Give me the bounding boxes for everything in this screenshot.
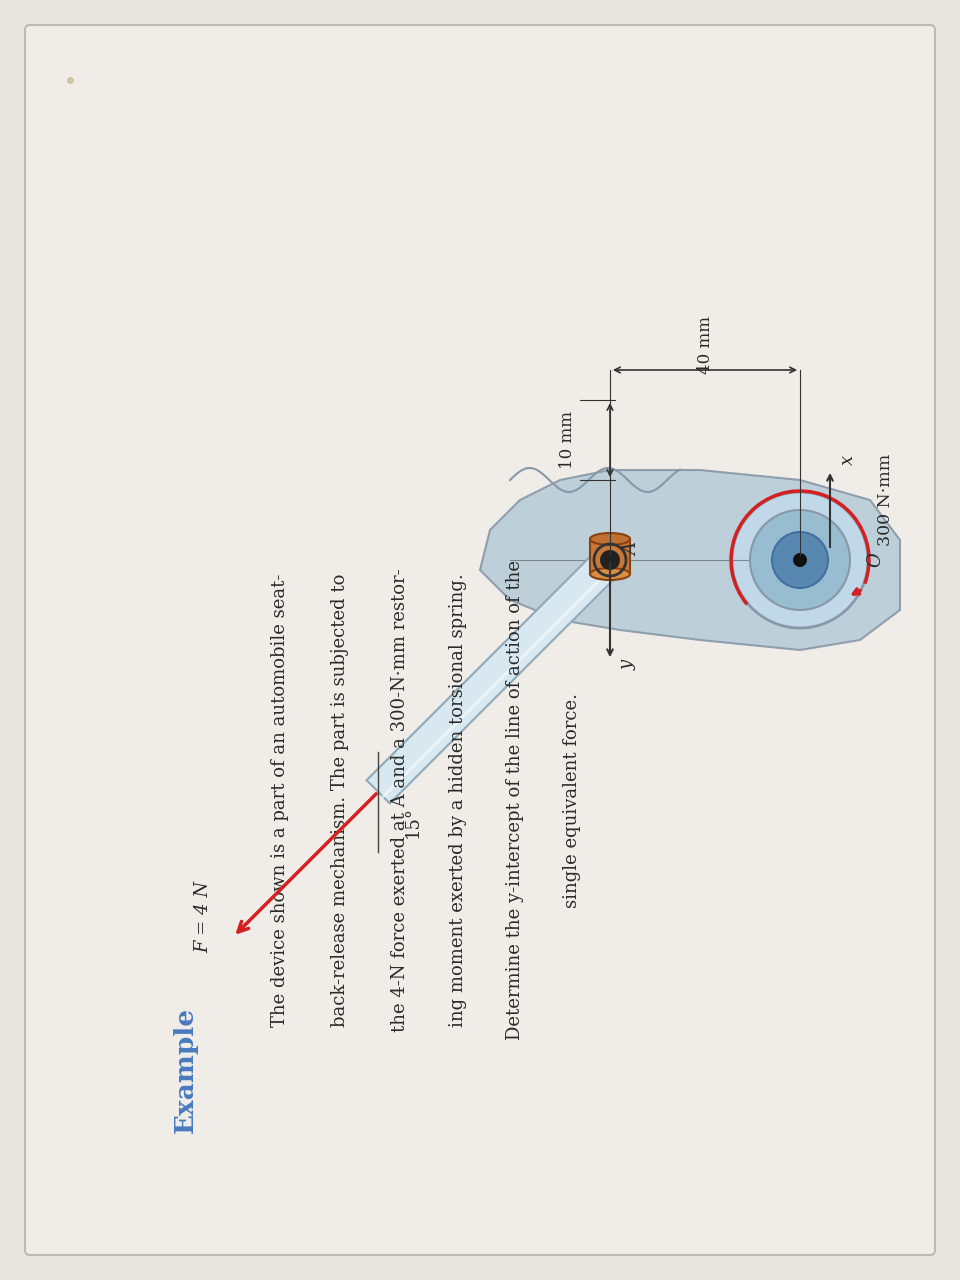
Circle shape [600,550,620,570]
Text: The device shown is a part of an automobile seat-: The device shown is a part of an automob… [271,573,289,1027]
Text: 15°: 15° [404,806,422,838]
Text: y: y [619,660,637,669]
Text: O: O [866,553,884,567]
Circle shape [750,509,850,611]
Polygon shape [590,539,630,573]
Text: back-release mechanism. The part is subjected to: back-release mechanism. The part is subj… [331,573,349,1027]
Circle shape [772,532,828,588]
Text: single equivalent force.: single equivalent force. [563,692,581,908]
Circle shape [732,492,868,628]
Text: x: x [839,454,857,465]
Text: 300 N·mm: 300 N·mm [876,454,894,547]
Text: Example: Example [173,1007,198,1133]
Text: A: A [623,544,641,557]
Circle shape [793,553,807,567]
Text: 10 mm: 10 mm [560,411,577,468]
Text: the 4-N force exerted at A and a 300-N·mm restor-: the 4-N force exerted at A and a 300-N·m… [391,568,409,1032]
Text: ing moment exerted by a hidden torsional spring.: ing moment exerted by a hidden torsional… [449,573,467,1027]
Polygon shape [480,470,900,650]
Ellipse shape [590,532,630,545]
Polygon shape [367,548,621,804]
Text: F = 4 N: F = 4 N [194,881,212,952]
Text: Determine the y-intercept of the line of action of the: Determine the y-intercept of the line of… [506,561,524,1039]
FancyBboxPatch shape [25,26,935,1254]
Ellipse shape [590,568,630,580]
Text: 40 mm: 40 mm [697,316,713,374]
